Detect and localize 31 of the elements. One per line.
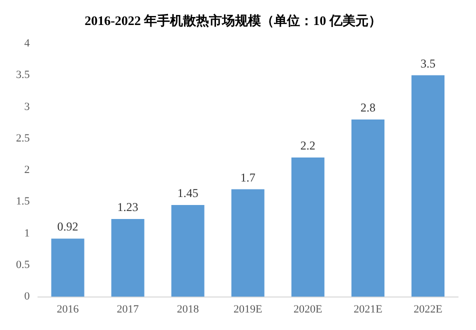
y-tick-label: 1.5 bbox=[16, 196, 30, 208]
chart-title: 2016-2022 年手机散热市场规模（单位：10 亿美元） bbox=[84, 13, 382, 28]
x-tick-label: 2017 bbox=[116, 303, 140, 316]
y-tick-label: 4 bbox=[24, 37, 30, 50]
x-tick-label: 2022E bbox=[414, 303, 443, 316]
x-tick-label: 2020E bbox=[294, 303, 323, 316]
bar bbox=[351, 120, 384, 297]
x-tick-label: 2016 bbox=[56, 303, 80, 316]
data-label: 1.45 bbox=[177, 186, 198, 200]
data-label: 2.8 bbox=[360, 100, 376, 115]
y-tick-label: 2.5 bbox=[16, 132, 30, 144]
y-tick-label: 3.5 bbox=[16, 69, 30, 82]
bar bbox=[291, 158, 324, 297]
bar bbox=[51, 238, 84, 297]
y-tick-label: 0.5 bbox=[16, 259, 30, 272]
bar bbox=[171, 205, 204, 297]
data-label: 1.7 bbox=[240, 170, 256, 184]
bar bbox=[231, 189, 264, 297]
x-tick-label: 2021E bbox=[354, 303, 383, 316]
x-tick-label: 2018 bbox=[176, 303, 200, 316]
data-label: 1.23 bbox=[117, 200, 138, 214]
y-tick-label: 1 bbox=[24, 227, 30, 240]
y-tick-label: 3 bbox=[24, 100, 30, 113]
x-tick-label: 2019E bbox=[234, 303, 263, 316]
data-label: 0.92 bbox=[57, 220, 78, 234]
y-tick-label: 2 bbox=[24, 164, 30, 176]
bar bbox=[411, 75, 444, 297]
bar bbox=[111, 218, 144, 297]
y-tick-label: 0 bbox=[24, 290, 30, 303]
data-label: 3.5 bbox=[420, 56, 436, 70]
data-label: 2.2 bbox=[300, 138, 316, 153]
